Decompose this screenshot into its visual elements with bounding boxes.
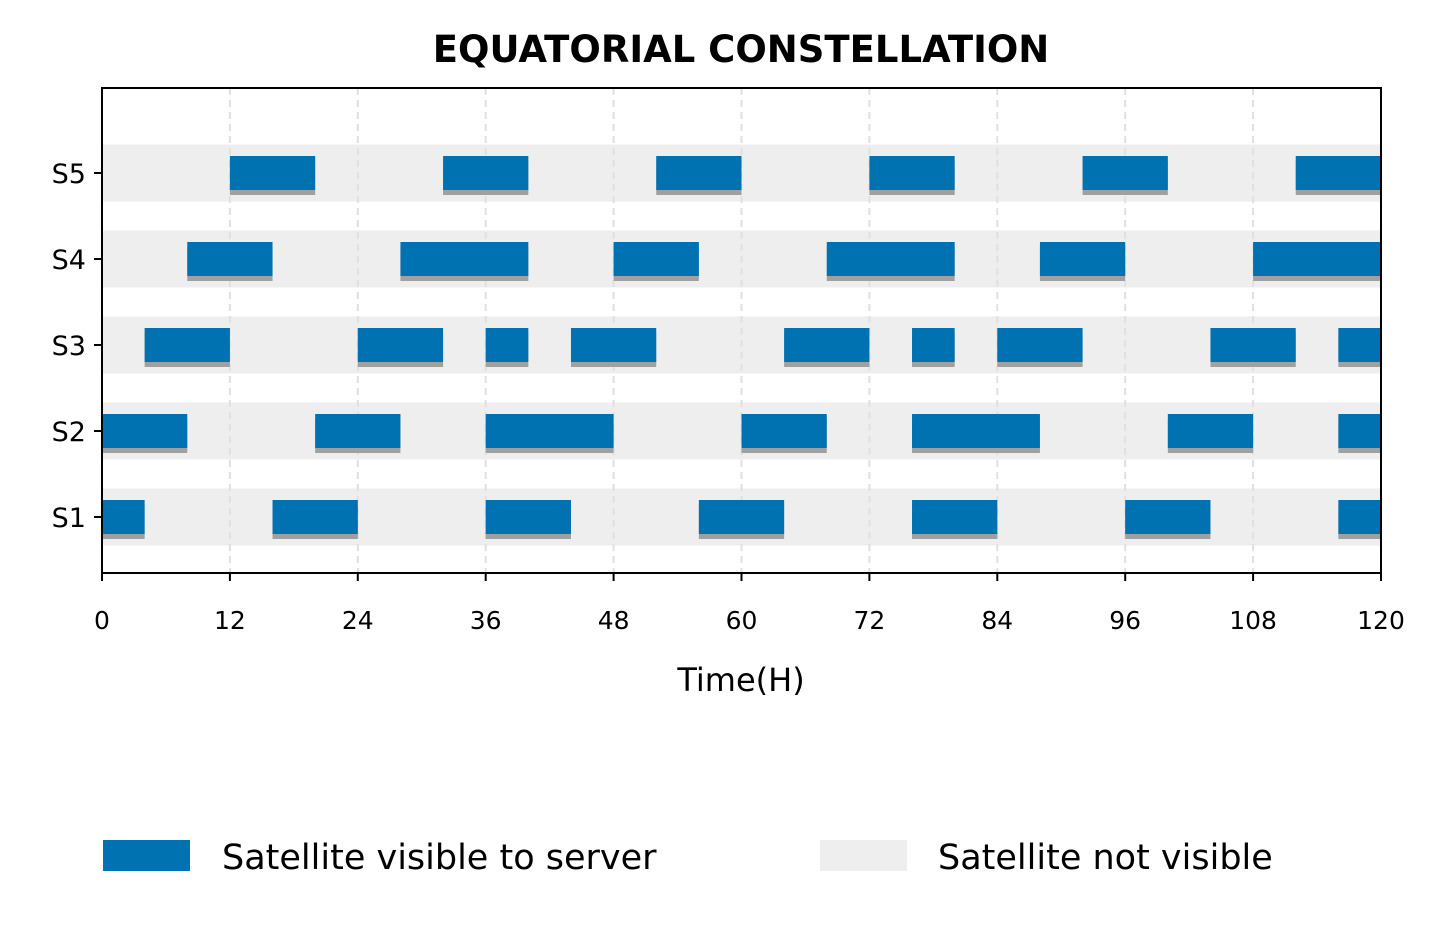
visibility-bar-s3 xyxy=(570,328,657,362)
visibility-bar-s1 xyxy=(272,500,358,534)
visibility-bar-s2 xyxy=(1167,414,1254,448)
visibility-bar-s4 xyxy=(613,242,699,276)
y-axis: S1 S2 S3 S4 S5 xyxy=(52,159,102,534)
x-tick-label: 84 xyxy=(981,606,1013,635)
visibility-bar-s5 xyxy=(869,156,955,190)
x-axis: 0 12 24 36 48 60 72 84 96 108 120 xyxy=(94,573,1405,635)
visibility-bar-s2 xyxy=(485,414,614,448)
visibility-bar-s2 xyxy=(912,414,1040,448)
visibility-bar-s1 xyxy=(698,500,785,534)
visibility-bar-s1 xyxy=(102,500,145,534)
x-tick-label: 120 xyxy=(1357,606,1405,635)
visibility-bar-s5 xyxy=(443,156,529,190)
visibility-bar-s1 xyxy=(1338,500,1381,534)
visibility-bar-s2 xyxy=(102,414,188,448)
visibility-bar-s2 xyxy=(1338,414,1381,448)
x-axis-label: Time(H) xyxy=(676,661,804,699)
visibility-bar-s3 xyxy=(144,328,230,362)
visibility-bar-s3 xyxy=(485,328,529,362)
visibility-bar-s4 xyxy=(1253,242,1381,276)
visibility-bar-s4 xyxy=(826,242,955,276)
y-tick-label-s1: S1 xyxy=(52,503,86,534)
visibility-bar-s1 xyxy=(485,500,571,534)
visibility-bar-s5 xyxy=(1295,156,1381,190)
x-tick-label: 36 xyxy=(470,606,502,635)
y-tick-label-s4: S4 xyxy=(52,245,86,276)
x-tick-label: 108 xyxy=(1229,606,1277,635)
x-tick-label: 96 xyxy=(1109,606,1141,635)
visibility-bar-s2 xyxy=(741,414,827,448)
y-tick-label-s2: S2 xyxy=(52,417,86,448)
plot-area xyxy=(102,88,1381,573)
legend-swatch-not-visible xyxy=(820,840,907,871)
visibility-bar-s3 xyxy=(784,328,870,362)
visibility-bar-s3 xyxy=(912,328,955,362)
legend-swatch-visible xyxy=(103,840,190,871)
visibility-bar-s4 xyxy=(1039,242,1126,276)
visibility-bar-s5 xyxy=(229,156,316,190)
visibility-bar-s3 xyxy=(1210,328,1296,362)
legend-label-visible: Satellite visible to server xyxy=(222,838,657,878)
visibility-bar-s3 xyxy=(357,328,444,362)
visibility-bar-s2 xyxy=(315,414,401,448)
legend: Satellite visible to server Satellite not… xyxy=(103,838,1273,878)
x-tick-label: 12 xyxy=(214,606,246,635)
visibility-bar-s5 xyxy=(1082,156,1168,190)
x-tick-label: 48 xyxy=(598,606,630,635)
visibility-bar-s1 xyxy=(1125,500,1211,534)
visibility-bar-s5 xyxy=(656,156,742,190)
x-tick-label: 24 xyxy=(342,606,374,635)
y-tick-label-s3: S3 xyxy=(52,331,86,362)
visibility-bar-s4 xyxy=(187,242,273,276)
x-tick-label: 0 xyxy=(94,606,110,635)
x-tick-label: 60 xyxy=(726,606,758,635)
legend-label-not-visible: Satellite not visible xyxy=(938,838,1273,878)
visibility-bar-s4 xyxy=(400,242,529,276)
visibility-bar-s3 xyxy=(1338,328,1381,362)
x-tick-label: 72 xyxy=(853,606,885,635)
y-tick-label-s5: S5 xyxy=(52,159,86,190)
visibility-bar-s3 xyxy=(997,328,1083,362)
visibility-bar-s1 xyxy=(912,500,998,534)
chart-title: EQUATORIAL CONSTELLATION xyxy=(433,28,1050,71)
